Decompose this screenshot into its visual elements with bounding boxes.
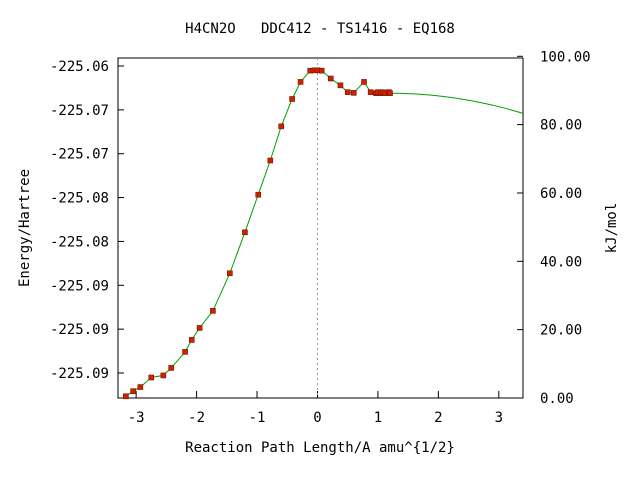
y2-axis-label: kJ/mol <box>604 203 620 254</box>
data-point <box>297 79 304 85</box>
y-axis-label: Energy/Hartree <box>17 169 33 287</box>
x-tick-label: 3 <box>495 410 503 426</box>
plot-frame <box>117 57 524 399</box>
y2-tick-label: 20.00 <box>540 323 582 339</box>
x-tick-label: -3 <box>128 410 145 426</box>
y-tick-label: -225.07 <box>50 147 109 163</box>
energy-curve <box>125 69 524 397</box>
axes: -3 -2 -1 0 1 2 3 -225.06 -225.07 -225.07 -225.08 -2… <box>50 49 591 426</box>
y2-tick-label: 80.00 <box>540 118 582 134</box>
data-point <box>337 82 344 89</box>
data-point <box>267 157 274 164</box>
y-tick-label: -225.08 <box>50 191 109 207</box>
x-tick-label: 1 <box>374 410 382 426</box>
x-tick-label: 2 <box>434 410 442 426</box>
data-point <box>137 384 144 390</box>
data-point <box>318 67 325 74</box>
y-tick-label: -225.07 <box>50 103 109 119</box>
y2-tick-label: 100.00 <box>540 49 591 65</box>
data-point <box>278 123 285 130</box>
data-point <box>196 325 203 331</box>
y-tick-label: -225.09 <box>50 322 109 338</box>
data-point <box>182 349 188 355</box>
data-point <box>367 89 374 95</box>
y2-tick-label: 40.00 <box>540 254 582 270</box>
data-point <box>350 90 357 96</box>
x-tick-label: 0 <box>313 410 321 426</box>
data-point <box>344 89 351 95</box>
x-tick-label: -2 <box>188 410 205 426</box>
data-point <box>361 79 367 85</box>
data-point <box>123 393 129 400</box>
data-point <box>227 270 233 277</box>
y-tick-label: -225.08 <box>50 234 109 250</box>
data-point <box>168 365 174 371</box>
y2-tick-label: 60.00 <box>540 186 582 202</box>
plot-area <box>123 58 524 400</box>
data-point <box>188 337 195 343</box>
data-point <box>387 90 393 96</box>
y2-tick-label: 0.00 <box>540 391 574 407</box>
y-tick-label: -225.06 <box>50 59 109 75</box>
data-point <box>210 308 216 314</box>
data-point <box>255 191 262 198</box>
chart-title: H4CN2O DDC412 - TS1416 - EQ168 <box>185 21 455 37</box>
y-tick-label: -225.09 <box>50 278 109 294</box>
data-point <box>160 372 167 379</box>
data-point <box>327 75 334 82</box>
data-point <box>289 96 295 102</box>
x-tick-label: -1 <box>249 410 266 426</box>
data-point <box>130 388 136 394</box>
y-tick-label: -225.09 <box>50 366 109 382</box>
x-axis-label: Reaction Path Length/A amu^{1/2} <box>185 440 455 456</box>
data-point <box>242 229 248 236</box>
data-point <box>148 374 155 381</box>
